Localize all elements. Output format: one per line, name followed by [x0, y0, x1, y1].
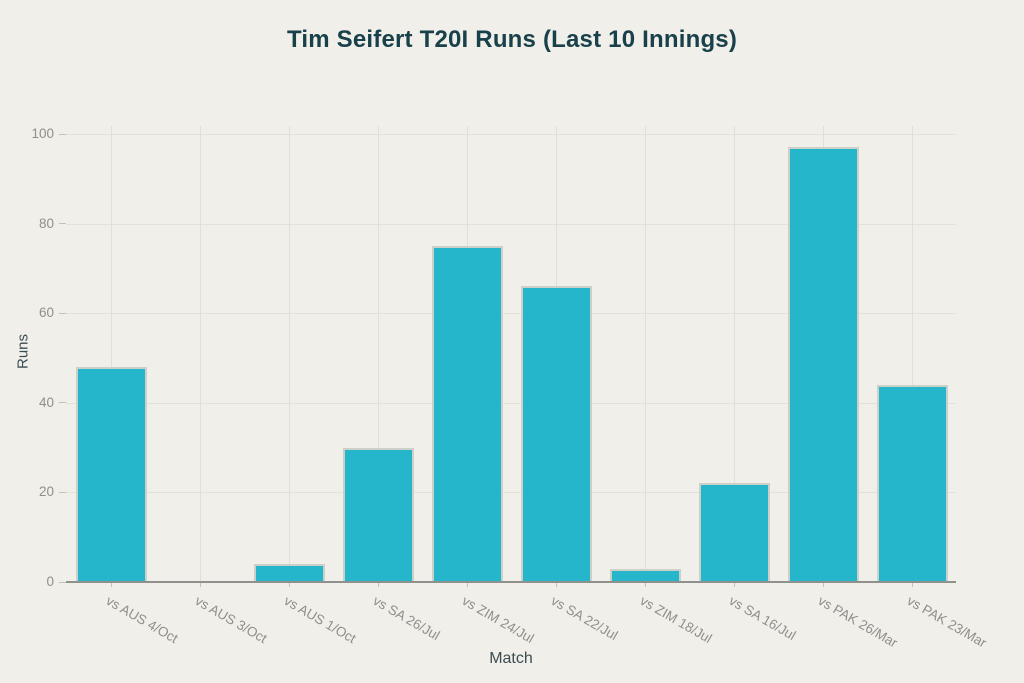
h-gridline-60 — [66, 313, 956, 315]
y-tick-label: 0 — [46, 574, 54, 589]
bar — [342, 448, 414, 582]
x-tick-label: vs AUS 1/Oct — [281, 593, 359, 647]
x-tick-mark — [734, 582, 735, 587]
x-tick-mark — [378, 582, 379, 587]
x-tick-label: vs PAK 26/Mar — [815, 593, 901, 651]
y-tick-mark-40 — [59, 402, 66, 404]
x-tick-label: vs AUS 4/Oct — [103, 593, 181, 647]
x-axis-line — [66, 581, 956, 583]
h-gridline-20 — [66, 492, 956, 494]
v-gridline — [378, 126, 379, 582]
bar — [698, 483, 770, 582]
x-tick-label: vs SA 16/Jul — [726, 593, 799, 644]
y-tick-label: 20 — [38, 484, 54, 500]
bar — [75, 367, 147, 582]
v-gridline — [111, 126, 112, 582]
bar — [876, 385, 948, 582]
v-gridline — [289, 126, 290, 582]
bar — [609, 569, 681, 582]
bar — [431, 246, 503, 582]
y-tick-label: 40 — [38, 394, 54, 410]
v-gridline — [200, 126, 201, 582]
y-tick-label: 80 — [38, 215, 54, 231]
h-gridline-80 — [66, 223, 956, 225]
bar — [787, 147, 859, 582]
x-tick-mark — [289, 582, 290, 587]
x-tick-mark — [645, 582, 646, 587]
x-tick-label: vs PAK 23/Mar — [904, 593, 990, 651]
x-tick-mark — [200, 582, 201, 587]
x-tick-mark — [111, 582, 112, 587]
x-axis-title: Match — [489, 650, 533, 667]
x-tick-label: vs AUS 3/Oct — [192, 593, 270, 647]
x-tick-mark — [467, 582, 468, 587]
h-gridline-40 — [66, 402, 956, 404]
y-tick-label: 60 — [38, 305, 54, 321]
y-axis-title: Runs — [14, 333, 32, 370]
y-tick-mark-60 — [59, 312, 66, 314]
x-tick-label: vs SA 22/Jul — [548, 593, 621, 644]
v-gridline — [734, 126, 735, 582]
chart-title: Tim Seifert T20I Runs (Last 10 Innings) — [286, 26, 738, 53]
y-tick-mark-80 — [59, 223, 66, 225]
x-tick-label: vs SA 26/Jul — [370, 593, 443, 644]
x-tick-mark — [556, 582, 557, 587]
v-gridline — [912, 126, 913, 582]
bar — [253, 564, 325, 582]
y-tick-label: 100 — [31, 126, 54, 141]
bar — [520, 286, 592, 582]
x-tick-label: vs ZIM 18/Jul — [637, 593, 715, 647]
plot-area: 0 20 40 60 80 100 vs AUS 4/Oct vs AUS 3/Oct vs A… — [31, 126, 989, 651]
x-tick-label: vs ZIM 24/Jul — [459, 593, 537, 647]
x-tick-mark — [912, 582, 913, 587]
x-tick-mark — [823, 582, 824, 587]
v-gridline — [645, 126, 646, 582]
h-gridline-100 — [66, 134, 956, 135]
y-tick-mark-100 — [59, 133, 66, 135]
y-tick-mark-20 — [59, 491, 66, 493]
y-tick-mark-0 — [59, 581, 66, 583]
